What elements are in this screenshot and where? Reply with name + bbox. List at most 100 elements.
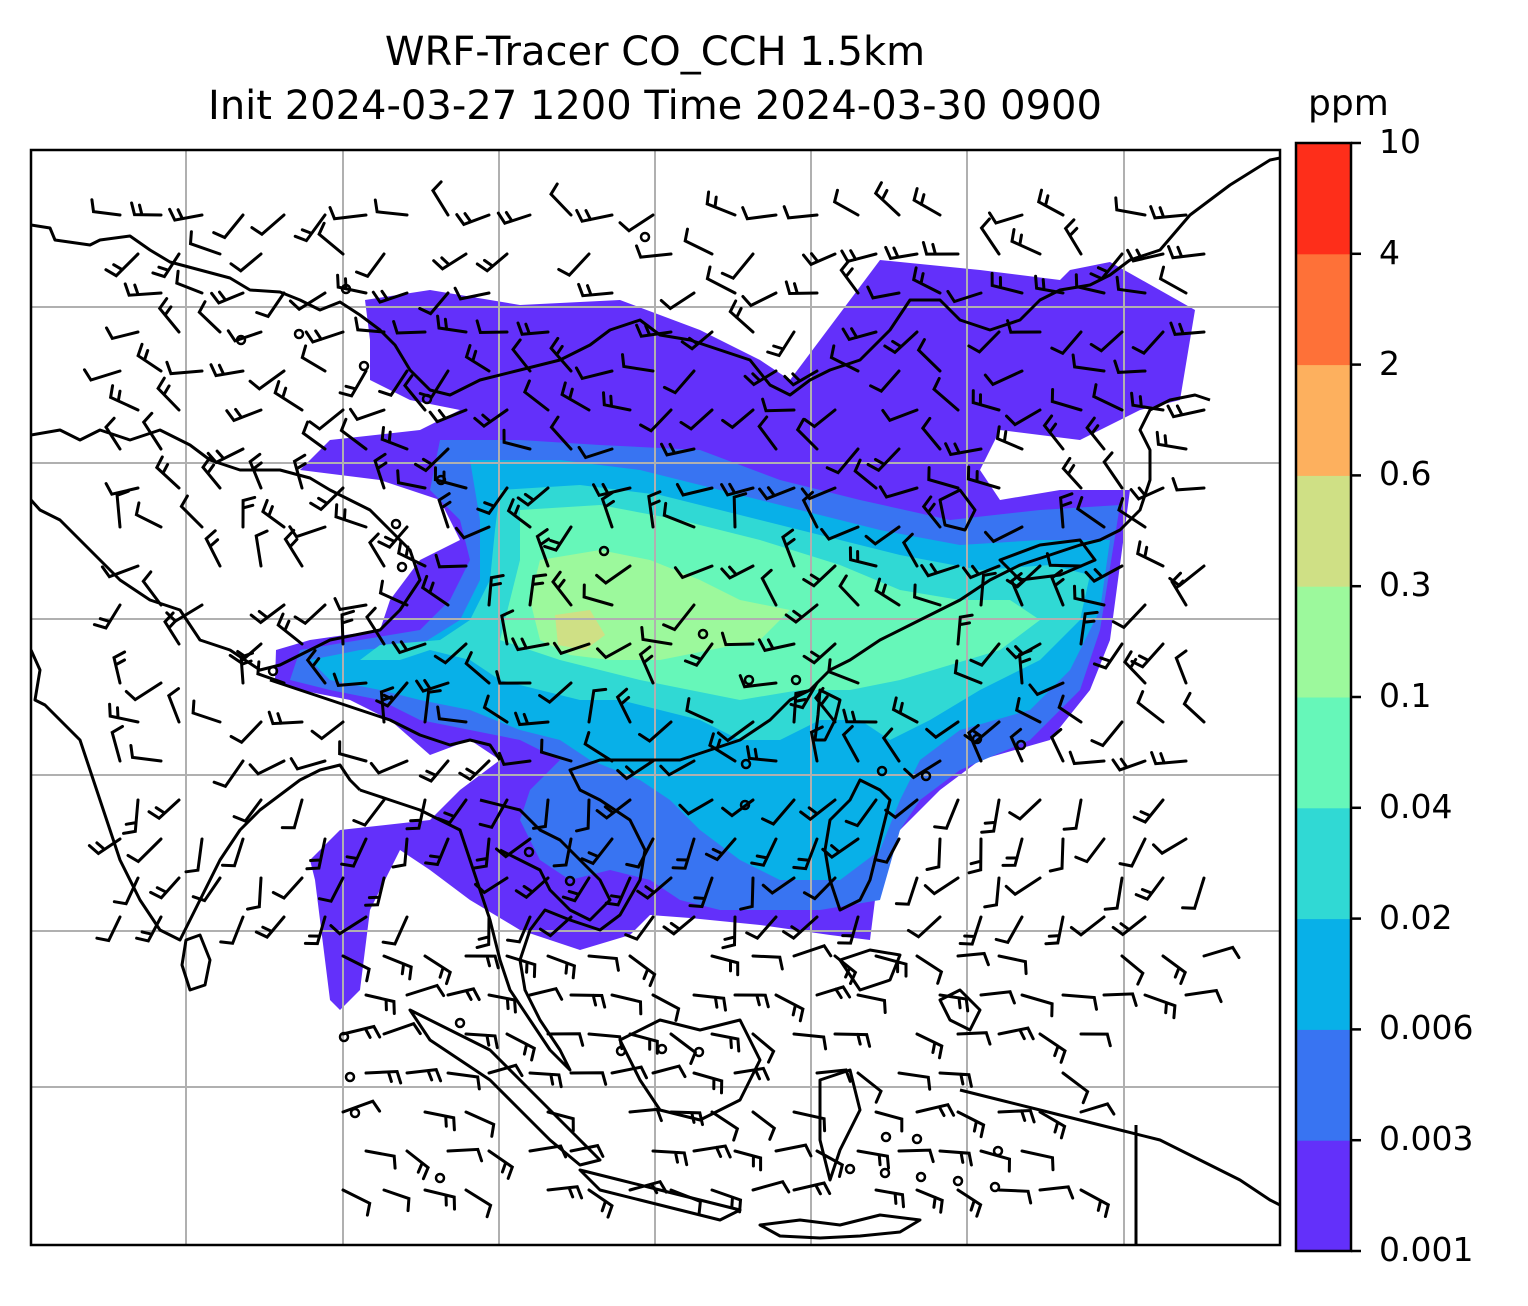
wind-barb (1126, 248, 1165, 263)
wind-barb (1076, 496, 1106, 529)
wind-barb (874, 1110, 904, 1133)
wind-barb (979, 1149, 1012, 1173)
wind-barb (424, 837, 450, 867)
wind-barb (436, 798, 468, 825)
wind-barb (809, 725, 824, 763)
wind-barb (916, 338, 942, 373)
wind-barb (580, 837, 614, 866)
wind-barb (983, 369, 1024, 387)
wind-barb (783, 369, 819, 387)
wind-barb (254, 915, 286, 939)
wind-barb (815, 985, 852, 1000)
wind-barb (944, 442, 983, 457)
wind-barb (803, 408, 837, 429)
wind-barb (844, 798, 878, 828)
map-area (31, 150, 1280, 1245)
wind-barb (549, 415, 573, 451)
wind-barb (487, 993, 517, 1014)
wind-barb (377, 525, 409, 550)
wind-barb (210, 290, 245, 305)
wind-barb (980, 798, 1001, 834)
calm-wind-marker (598, 545, 610, 557)
wind-barb (391, 837, 409, 869)
wind-barb (983, 876, 1001, 909)
wind-barb (708, 732, 737, 763)
wind-barb (595, 564, 632, 585)
wind-barb (662, 369, 696, 395)
wind-barb (434, 553, 468, 569)
wind-barb (1084, 564, 1124, 583)
wind-barb (969, 642, 1001, 667)
wind-barb (514, 711, 550, 727)
wind-barb (1009, 727, 1024, 763)
wind-barb (248, 452, 263, 490)
wind-barb (338, 740, 368, 763)
wind-barb (249, 603, 286, 625)
wind-barb (276, 612, 304, 646)
wind-barb (705, 190, 737, 217)
wind-barb (267, 710, 304, 726)
wind-barb (317, 221, 345, 256)
wind-barb (967, 330, 1001, 354)
wind-barb (802, 252, 837, 267)
wind-barb (1131, 330, 1165, 355)
map-frame (29, 148, 1282, 1247)
wind-barb (710, 1110, 740, 1142)
wind-barb (516, 486, 550, 507)
wind-barb (391, 640, 427, 655)
wind-barb (1111, 915, 1147, 937)
wind-barb (932, 377, 960, 412)
wind-barb (1129, 486, 1165, 501)
wind-barb (678, 798, 714, 816)
wind-barb (349, 407, 386, 422)
wind-barb (188, 230, 222, 256)
wind-barb (848, 546, 878, 568)
wind-barb (373, 452, 388, 490)
wind-barb (647, 490, 662, 529)
wind-barb (662, 915, 696, 936)
calm-wind-marker (743, 674, 755, 686)
wind-barb (1061, 456, 1083, 490)
wind-barb (423, 954, 452, 986)
wind-barb (226, 329, 263, 343)
wind-barb (574, 366, 614, 381)
wind-barb (538, 681, 573, 704)
wind-barb (381, 915, 409, 946)
wind-barb (1136, 690, 1165, 724)
wind-barb (801, 490, 819, 529)
wind-barb (638, 720, 673, 743)
wind-barb (958, 915, 983, 946)
wind-barb (1143, 993, 1177, 1020)
wind-barb (1020, 993, 1054, 1018)
calm-wind-marker (434, 1172, 446, 1184)
wind-barb (784, 603, 819, 624)
wind-barb (741, 206, 778, 221)
wind-barb (956, 1031, 992, 1046)
wind-barb (378, 369, 409, 397)
wind-barb (271, 876, 304, 900)
wind-barb (561, 876, 591, 903)
wind-barb (1034, 274, 1065, 295)
wind-barb (464, 1032, 499, 1050)
wind-barb (305, 837, 327, 871)
wind-barb (685, 697, 714, 724)
wind-barb (557, 252, 591, 277)
wind-barb (293, 603, 327, 626)
wind-barb (505, 1032, 537, 1062)
wind-barb (628, 1032, 659, 1055)
wind-barb (721, 798, 755, 818)
wind-barb (967, 723, 983, 763)
wind-barb (659, 291, 696, 311)
calm-wind-marker (920, 770, 932, 782)
wind-barb (853, 458, 878, 490)
wind-barb (436, 705, 468, 724)
colorbar-unit: ppm (1308, 83, 1389, 124)
wind-barb (341, 954, 371, 983)
wind-barb (841, 725, 860, 763)
wind-barb (639, 408, 673, 433)
colorbar-swatch (1296, 918, 1351, 1030)
wind-barb (87, 837, 122, 856)
wind-barb (751, 1032, 776, 1064)
wind-barb (792, 1032, 828, 1051)
wind-barb (856, 1071, 883, 1104)
